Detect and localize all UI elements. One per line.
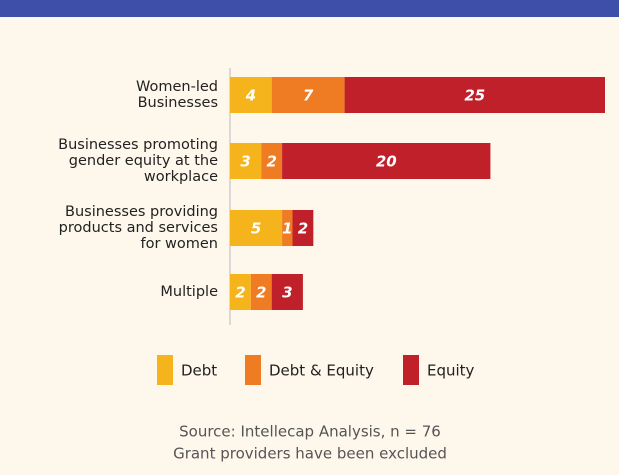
data-label: 20: [376, 153, 397, 171]
bar-segment: [261, 143, 283, 179]
legend-label: Debt & Equity: [269, 362, 374, 380]
data-label: 7: [303, 87, 314, 105]
source-note: Source: Intellecap Analysis, n = 76: [179, 423, 441, 441]
bar-segment: [230, 143, 262, 179]
data-label: 4: [245, 87, 256, 105]
source-note: Grant providers have been excluded: [173, 445, 447, 463]
data-label: 2: [298, 220, 308, 238]
bar-segment: [230, 77, 272, 113]
data-label: 3: [240, 153, 250, 171]
legend-swatch: [157, 355, 173, 385]
data-label: 25: [464, 87, 485, 105]
data-label: 2: [256, 284, 266, 302]
category-label: Women-led Businesses: [136, 79, 218, 111]
top-bar: [0, 0, 619, 17]
bar-segment: [344, 77, 605, 113]
legend-swatch: [403, 355, 419, 385]
data-label: 2: [266, 153, 276, 171]
legend-label: Debt: [181, 362, 217, 380]
bar-segment: [292, 210, 314, 246]
bar-segment: [230, 210, 283, 246]
data-label: 5: [251, 220, 261, 238]
category-label: Businesses promoting gender equity at th…: [58, 137, 218, 185]
category-label: Multiple: [160, 284, 218, 300]
legend-swatch: [245, 355, 261, 385]
bar-segment: [250, 274, 272, 310]
legend-label: Equity: [427, 362, 475, 380]
data-label: 3: [282, 284, 292, 302]
bar-segment: [271, 77, 345, 113]
bar-segment: [282, 210, 293, 246]
bar-segment: [230, 274, 251, 310]
bar-segment: [271, 274, 303, 310]
category-label: Businesses providing products and servic…: [58, 204, 218, 252]
data-label: 2: [235, 284, 245, 302]
data-label: 1: [282, 220, 292, 238]
bar-segment: [282, 143, 491, 179]
